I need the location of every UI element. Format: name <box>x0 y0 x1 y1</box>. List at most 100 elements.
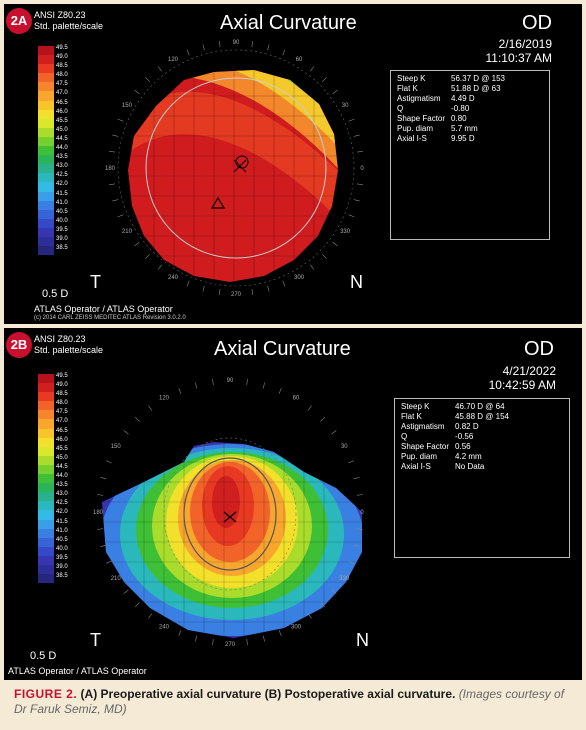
scale-value: 42.5 <box>56 500 68 507</box>
ring-tick <box>178 630 182 636</box>
info-label: Axial I-S <box>397 134 427 143</box>
ring-tick <box>97 494 104 496</box>
ring-tick <box>356 494 363 496</box>
scale-swatch: 47.0 <box>38 90 68 101</box>
scale-swatch: 39.5 <box>38 227 68 237</box>
info-value: 51.88 D @ 63 <box>451 84 501 93</box>
info-value: 0.80 <box>451 114 467 123</box>
keratometry-info-box: Steep K 56.37 D @ 153 Flat K 51.88 D @ 63 As… <box>390 70 550 240</box>
info-value: 4.2 mm <box>455 452 482 461</box>
info-row: Axial I-S 9.95 D <box>397 134 511 144</box>
ring-tick <box>112 134 119 137</box>
scale-swatch: 47.5 <box>38 409 68 420</box>
ring-tick <box>112 199 119 202</box>
ring-tick <box>348 214 355 218</box>
info-label: Q <box>401 432 408 441</box>
ring-tick <box>246 379 248 386</box>
ring-tick <box>278 388 282 394</box>
scale-value: 40.5 <box>56 208 68 215</box>
info-value: -0.56 <box>455 432 474 441</box>
scale-value: 47.5 <box>56 409 68 416</box>
info-value: -0.80 <box>451 104 470 113</box>
scale-swatch: 46.5 <box>38 428 68 438</box>
info-label: Steep K <box>401 402 430 411</box>
scale-value: 46.0 <box>56 436 68 443</box>
ring-tick <box>212 379 214 386</box>
scale-swatch: 49.0 <box>38 382 68 393</box>
scale-swatch: 49.5 <box>38 373 68 384</box>
ring-tick <box>353 477 360 480</box>
scale-value: 49.5 <box>56 45 68 51</box>
scale-step: 0.5 D <box>30 650 57 662</box>
ring-tick <box>356 151 363 153</box>
scale-swatch: 40.0 <box>38 546 68 556</box>
eye-label: OD <box>522 12 552 34</box>
scale-value: 42.0 <box>56 509 68 516</box>
scale-swatch: 39.5 <box>38 555 68 565</box>
angle-label: 90 <box>227 378 234 384</box>
figure-label: FIGURE 2. <box>14 687 78 701</box>
standard-label: ANSI Z80.23 <box>34 10 86 20</box>
scale-swatch: 46.0 <box>38 437 68 447</box>
ring-tick <box>202 285 205 292</box>
angle-label: 60 <box>296 57 303 63</box>
angle-label: 90 <box>233 40 240 46</box>
angle-label: 120 <box>168 57 179 63</box>
angle-label: 150 <box>111 444 122 450</box>
scale-value: 44.0 <box>56 145 68 152</box>
ring-tick <box>353 199 360 202</box>
ring-tick <box>145 77 150 82</box>
ring-tick <box>320 416 326 422</box>
angle-label: 0 <box>360 510 364 516</box>
angle-label: 210 <box>111 576 122 582</box>
temporal-letter: T <box>90 272 101 292</box>
ring-tick <box>117 214 124 218</box>
scale-value: 46.5 <box>56 99 68 106</box>
angle-label: 30 <box>341 444 348 450</box>
scale-swatch: 41.5 <box>38 191 68 201</box>
scale-swatch: 43.0 <box>38 491 68 502</box>
info-label: Shape Factor <box>401 442 450 451</box>
info-label: Steep K <box>397 74 426 83</box>
info-row: Steep K 56.37 D @ 153 <box>397 74 511 84</box>
scale-swatch: 46.0 <box>38 109 68 119</box>
ring-tick <box>186 280 190 287</box>
info-label: Pup. diam <box>401 452 438 461</box>
ring-tick <box>134 602 140 608</box>
info-row: Astigmatism 4.49 D <box>397 94 511 104</box>
exam-time: 10:42:59 AM <box>488 378 556 392</box>
scale-swatch: 41.5 <box>38 519 68 529</box>
ring-tick <box>356 183 363 185</box>
scale-swatch: 43.5 <box>38 154 68 165</box>
ring-tick <box>246 638 248 645</box>
info-label: Q <box>397 104 404 113</box>
map-title: Axial Curvature <box>214 338 351 360</box>
scale-value: 43.0 <box>56 163 68 170</box>
scale-value: 47.0 <box>56 418 68 425</box>
scale-swatch: 40.5 <box>38 209 68 219</box>
info-label: Pup. diam <box>397 124 434 133</box>
ring-tick <box>348 560 354 564</box>
scale-value: 49.0 <box>56 382 68 389</box>
ring-tick <box>106 560 112 564</box>
axial-curvature-map: 90 120 150 180 210 240 270 300 330 0 30 60 <box>105 40 364 298</box>
scale-swatch: 48.0 <box>38 400 68 411</box>
scale-value: 44.5 <box>56 463 68 470</box>
info-row: Pup. diam 4.2 mm <box>401 452 515 462</box>
info-label: Shape Factor <box>397 114 446 123</box>
scale-value: 39.5 <box>56 554 68 561</box>
scale-swatch: 42.5 <box>38 172 68 183</box>
ring-tick <box>97 528 104 530</box>
info-row: Steep K 46.70 D @ 64 <box>401 402 515 412</box>
scale-value: 46.0 <box>56 108 68 115</box>
scale-swatch: 44.0 <box>38 145 68 156</box>
scale-value: 39.5 <box>56 226 68 233</box>
scale-step: 0.5 D <box>42 288 69 300</box>
scale-value: 44.5 <box>56 135 68 142</box>
scale-swatch: 43.0 <box>38 163 68 174</box>
figure-caption: FIGURE 2. (A) Preoperative axial curvatu… <box>14 687 574 717</box>
scale-value: 39.0 <box>56 563 68 570</box>
ring-tick <box>123 430 129 435</box>
angle-label: 60 <box>293 396 300 402</box>
scale-value: 47.5 <box>56 81 68 88</box>
